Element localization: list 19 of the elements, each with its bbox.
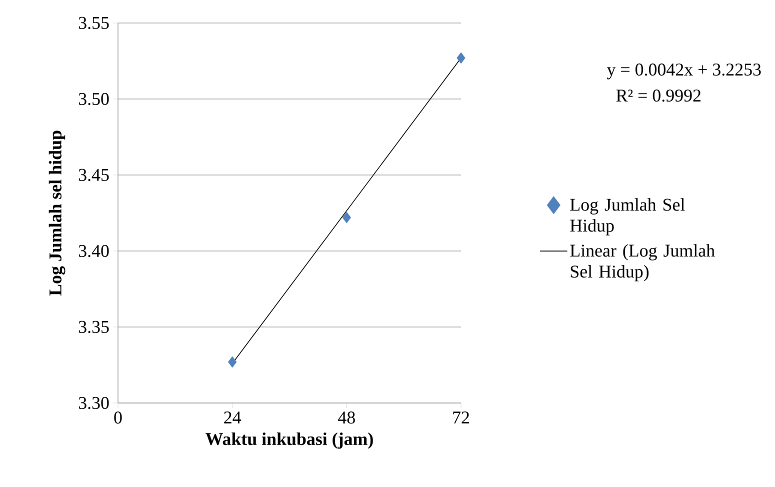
y-tick-label: 3.50 bbox=[78, 92, 109, 106]
text: R² = 0.9992 bbox=[616, 90, 701, 102]
x-tick-label: 0 bbox=[114, 412, 122, 424]
x-axis-title: Waktu inkubasi (jam) bbox=[206, 432, 373, 449]
point bbox=[342, 212, 351, 224]
y-tick-label: 3.40 bbox=[78, 244, 109, 258]
legend-label: Linear (Log Jumlah Sel Hidup) bbox=[570, 244, 715, 282]
x-tick-label: 48 bbox=[338, 412, 355, 424]
y-tick-label: 3.35 bbox=[78, 320, 109, 334]
text: y = 0.0042x + 3.2253 bbox=[606, 64, 761, 80]
y-axis-title: Log Jumlah sel hidup bbox=[48, 130, 66, 296]
x-tick-label: 24 bbox=[224, 412, 242, 424]
x-tick-label: 72 bbox=[453, 412, 469, 424]
legend-label: Log Jumlah Sel Hidup bbox=[570, 198, 685, 236]
y-tick-label: 3.30 bbox=[78, 396, 109, 410]
y-tick-label: 3.45 bbox=[78, 168, 109, 182]
point bbox=[456, 52, 466, 64]
point bbox=[228, 356, 237, 368]
y-tick-label: 3.55 bbox=[78, 16, 109, 30]
